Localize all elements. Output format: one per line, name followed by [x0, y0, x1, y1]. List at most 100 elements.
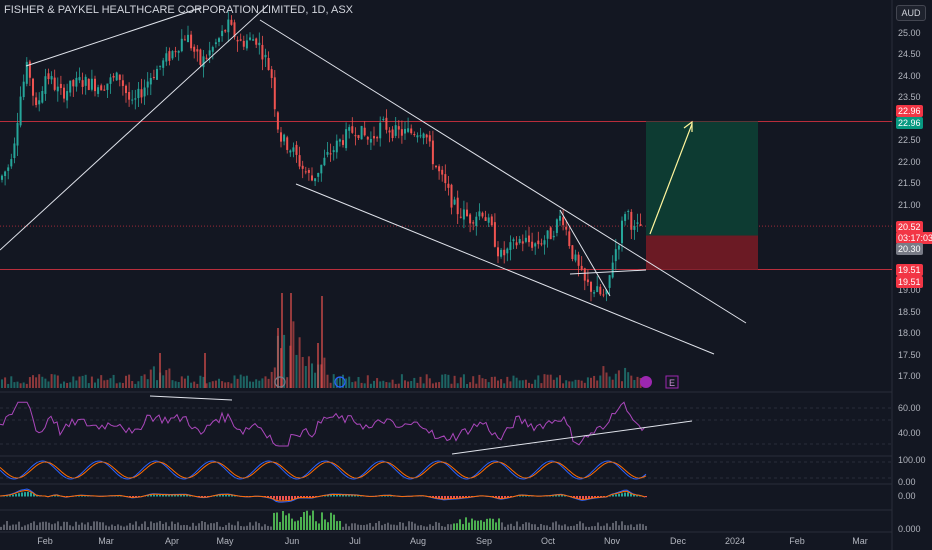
volume-oscillator-bar — [120, 525, 122, 530]
volume-bar — [53, 374, 56, 388]
macd-histogram-bar — [12, 494, 14, 497]
volume-oscillator-bar — [498, 518, 500, 530]
volume-oscillator-bar — [588, 526, 590, 530]
volume-oscillator-bar — [471, 518, 473, 530]
price-tick: 19.00 — [898, 285, 921, 296]
price-tick: 18.50 — [898, 306, 921, 317]
macd-histogram-bar — [591, 496, 593, 499]
macd-histogram-bar — [351, 495, 353, 497]
candle-body — [580, 265, 583, 270]
candle-body — [596, 286, 599, 293]
volume-bar — [134, 383, 137, 388]
volume-oscillator-bar — [351, 523, 353, 530]
volume-oscillator-bar — [168, 526, 170, 530]
volume-bar — [264, 376, 267, 388]
candle-body — [614, 249, 617, 262]
volume-oscillator-bar — [150, 521, 152, 530]
entry-price-label: 20.30 — [896, 243, 923, 255]
macd-histogram-bar — [282, 496, 284, 501]
candle-body — [590, 281, 592, 292]
volume-oscillator-bar — [93, 521, 95, 530]
volume-oscillator-bar — [111, 524, 113, 530]
macd-histogram-bar — [465, 496, 467, 498]
candle-body — [242, 40, 245, 47]
volume-bar — [373, 380, 375, 388]
volume-oscillator-bar — [117, 524, 119, 530]
macd-histogram-bar — [33, 493, 35, 497]
volume-oscillator-bar — [477, 520, 479, 530]
volume-bar — [47, 381, 50, 388]
volume-bar — [574, 379, 577, 388]
volume-bar — [518, 380, 521, 388]
volume-bar — [338, 377, 341, 388]
target-zone-label: 22.96 — [896, 117, 923, 129]
volume-bar — [292, 321, 295, 388]
stoch-tick-0: 0.00 — [898, 477, 916, 487]
volume-bar — [295, 354, 298, 388]
volume-spike — [317, 343, 319, 388]
macd-histogram-bar — [507, 496, 509, 498]
candle-body — [249, 37, 251, 40]
currency-button[interactable]: AUD — [896, 5, 926, 21]
volume-oscillator-bar — [165, 522, 167, 530]
macd-histogram-bar — [621, 493, 623, 497]
volume-oscillator-bar — [321, 512, 323, 530]
volume-bar — [404, 380, 406, 388]
candle-body — [407, 128, 410, 132]
candle-body — [143, 87, 146, 97]
candle-body — [503, 249, 506, 256]
volume-oscillator-bar — [567, 526, 569, 530]
volume-bar — [143, 374, 146, 388]
volume-oscillator-bar — [414, 523, 416, 530]
volume-oscillator-bar — [279, 521, 281, 530]
candle-body — [444, 174, 447, 184]
volume-oscillator-bar — [333, 514, 335, 530]
volume-bar — [351, 382, 354, 388]
volume-bar — [493, 376, 496, 388]
volume-bar — [152, 366, 155, 388]
volume-bar — [32, 375, 34, 388]
volume-bar — [543, 374, 546, 388]
candle-body — [165, 53, 168, 62]
volume-bar — [447, 374, 450, 388]
stop-zone — [646, 235, 758, 270]
candle-body — [307, 170, 310, 173]
price-tick: 23.50 — [898, 92, 921, 103]
candle-body — [497, 247, 499, 257]
volume-bar — [78, 376, 81, 388]
macd-histogram-bar — [624, 492, 626, 497]
volume-oscillator-bar — [216, 521, 218, 530]
macd-histogram-bar — [612, 494, 614, 497]
volume-oscillator-bar — [72, 526, 74, 530]
candle-body — [81, 80, 84, 87]
volume-bar — [534, 379, 537, 388]
volume-oscillator-bar — [297, 520, 299, 530]
trend-lines[interactable] — [0, 4, 747, 355]
volume-oscillator-bar — [39, 522, 41, 530]
candle-body — [413, 134, 416, 136]
macd-histogram-bar — [135, 496, 137, 498]
volume-oscillator-bar — [57, 521, 59, 530]
volume-bar — [357, 377, 360, 388]
candle-body — [32, 78, 34, 96]
macd-histogram-bar — [573, 496, 575, 498]
candle-body — [118, 74, 121, 80]
volume-oscillator-bar — [249, 522, 251, 530]
volume-bar — [487, 382, 490, 388]
volume-bar — [428, 378, 431, 388]
target-price-label: 22.96 — [896, 105, 923, 117]
macd-histogram-bar — [129, 496, 131, 498]
volume-bar — [7, 383, 10, 388]
volume-bar — [112, 374, 115, 388]
volume-oscillator-bar — [141, 523, 143, 530]
volume-bar — [354, 381, 357, 388]
macd-histogram-bar — [6, 495, 8, 497]
volume-bar — [97, 378, 100, 388]
wedge-line — [559, 209, 611, 297]
volume-oscillator-bar — [309, 515, 311, 530]
macd-histogram-bar — [447, 496, 449, 499]
macd-histogram-bar — [636, 495, 638, 497]
candle-body — [236, 39, 239, 42]
macd-histogram-bar — [204, 496, 206, 498]
